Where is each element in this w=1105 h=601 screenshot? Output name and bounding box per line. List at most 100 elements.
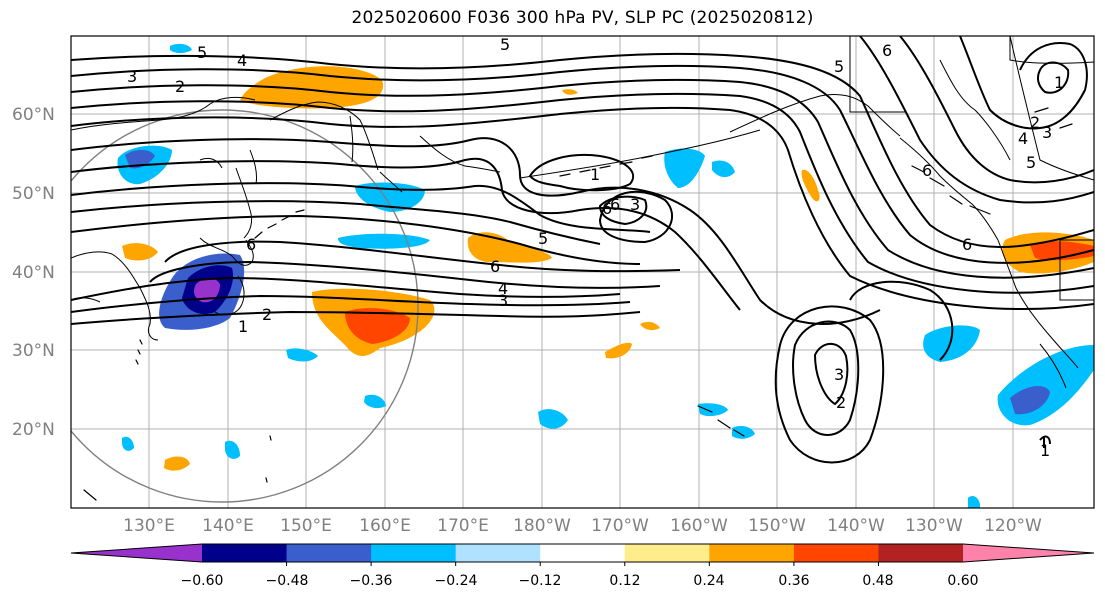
pv-negative-area (1010, 386, 1050, 415)
contour-labels: 5 4 3 2 1 6 5 6 3 6 5 6 4 3 2 1 3 2 6 6 … (127, 35, 1064, 460)
lon-tick-label: 150°W (748, 516, 806, 536)
contour-label: 4 (237, 51, 247, 70)
pv-positive-area (467, 232, 552, 263)
contour-label: 1 (1054, 73, 1064, 92)
contour-label: 6 (962, 235, 972, 254)
contour-label: 6 (610, 195, 620, 214)
pv-positive-area (1030, 241, 1094, 261)
pv-shading (117, 43, 1094, 508)
contour-label: 6 (602, 199, 612, 218)
pv-negative-area (698, 403, 728, 417)
pv-negative-area (712, 160, 735, 178)
colorbar-outline (70, 543, 1095, 563)
colorbar-tick-label: 0.24 (693, 573, 724, 589)
colorbar-tick-label: −0.24 (435, 573, 478, 589)
pv-negative-area (968, 496, 980, 508)
pv-negative-area (338, 233, 430, 249)
island-chains (83, 107, 1073, 501)
colorbar-tick-label: −0.60 (181, 573, 224, 589)
colorbar-tick-label: 0.12 (609, 573, 640, 589)
contour-label: 3 (1042, 123, 1052, 142)
pv-negative-area (194, 278, 220, 303)
colorbar-extend-min (71, 544, 202, 562)
contour-label: 2 (836, 393, 846, 412)
pv-negative-area (364, 394, 386, 409)
colorbar-tick-label: −0.12 (519, 573, 562, 589)
contour-label: 5 (538, 229, 548, 248)
lat-tick-label: 20°N (12, 420, 55, 440)
lon-tick-label: 130°W (905, 516, 963, 536)
lon-tick-label: 160°E (359, 516, 411, 536)
range-circle (71, 109, 419, 503)
contour-label: 6 (922, 161, 932, 180)
contour-label: 3 (127, 67, 137, 86)
coastlines (71, 36, 1094, 389)
pv-negative-area (664, 148, 705, 188)
contour-label: 2 (1030, 113, 1040, 132)
contour-label: 2 (175, 77, 185, 96)
contour-label: 6 (490, 257, 500, 276)
pv-negative-area (538, 409, 568, 429)
colorbar-swatch (286, 544, 372, 562)
colorbar-swatch (371, 544, 457, 562)
lat-tick-label: 40°N (12, 263, 55, 283)
contour-label: 5 (500, 35, 510, 54)
pv-negative-area (122, 436, 134, 451)
lon-tick-label: 170°E (437, 516, 489, 536)
colorbar-swatch (540, 544, 626, 562)
lon-tick-label: 120°W (984, 516, 1042, 536)
map-title: 2025020600 F036 300 hPa PV, SLP PC (2025… (351, 8, 814, 28)
pv-positive-area (605, 342, 632, 359)
pv-negative-area (923, 325, 980, 362)
pv-positive-area (562, 89, 578, 95)
contour-label: 6 (246, 235, 256, 254)
longitude-labels: 130°E 140°E 150°E 160°E 170°E 180°W 170°… (123, 516, 1042, 536)
map-frame (70, 35, 1095, 509)
contour-label: 1 (238, 317, 248, 336)
latitude-labels: 60°N 50°N 40°N 30°N 20°N (12, 105, 55, 440)
lon-tick-label: 130°E (123, 516, 175, 536)
colorbar (70, 543, 1095, 566)
colorbar-swatch (455, 544, 541, 562)
pv-negative-area (732, 426, 755, 439)
contour-label: 2 (262, 305, 272, 324)
contour-label: 5 (1026, 153, 1036, 172)
colorbar-swatch (709, 544, 795, 562)
colorbar-tick-labels: −0.60 −0.48 −0.36 −0.24 −0.12 0.12 0.24 … (181, 573, 979, 589)
lon-tick-label: 150°E (280, 516, 332, 536)
lon-tick-label: 180°W (513, 516, 571, 536)
pv-negative-area (125, 149, 155, 169)
colorbar-swatch (878, 544, 964, 562)
colorbar-tick-label: 0.36 (778, 573, 809, 589)
pv-positive-area (345, 308, 410, 344)
lon-tick-label: 170°W (591, 516, 649, 536)
lat-tick-label: 60°N (12, 105, 55, 125)
contour-label: 3 (630, 195, 640, 214)
colorbar-tick-label: 0.60 (947, 573, 978, 589)
colorbar-swatch (202, 544, 288, 562)
lon-tick-label: 140°E (202, 516, 254, 536)
colorbar-tick-label: −0.48 (266, 573, 309, 589)
colorbar-extend-max (963, 544, 1094, 562)
colorbar-tick-label: 0.48 (862, 573, 893, 589)
lat-tick-label: 50°N (12, 184, 55, 204)
contour-label: 6 (882, 41, 892, 60)
slp-contours (71, 36, 1094, 464)
pv-positive-area (122, 243, 158, 261)
colorbar-swatch (624, 544, 710, 562)
contour-label: 1 (1040, 441, 1050, 460)
pv-positive-area (640, 321, 660, 331)
pv-negative-area (170, 43, 192, 53)
contour-label: 3 (834, 365, 844, 384)
contour-label: 3 (498, 291, 508, 310)
contour-label: 4 (1018, 129, 1028, 148)
contour-label: 4 (498, 279, 508, 298)
pv-positive-area (164, 456, 190, 471)
contour-label: 1 (590, 165, 600, 184)
pv-positive-area (801, 169, 820, 202)
contour-label: 5 (834, 57, 844, 76)
lon-tick-label: 140°W (827, 516, 885, 536)
pv-negative-area (225, 440, 240, 459)
lon-tick-label: 160°W (670, 516, 728, 536)
